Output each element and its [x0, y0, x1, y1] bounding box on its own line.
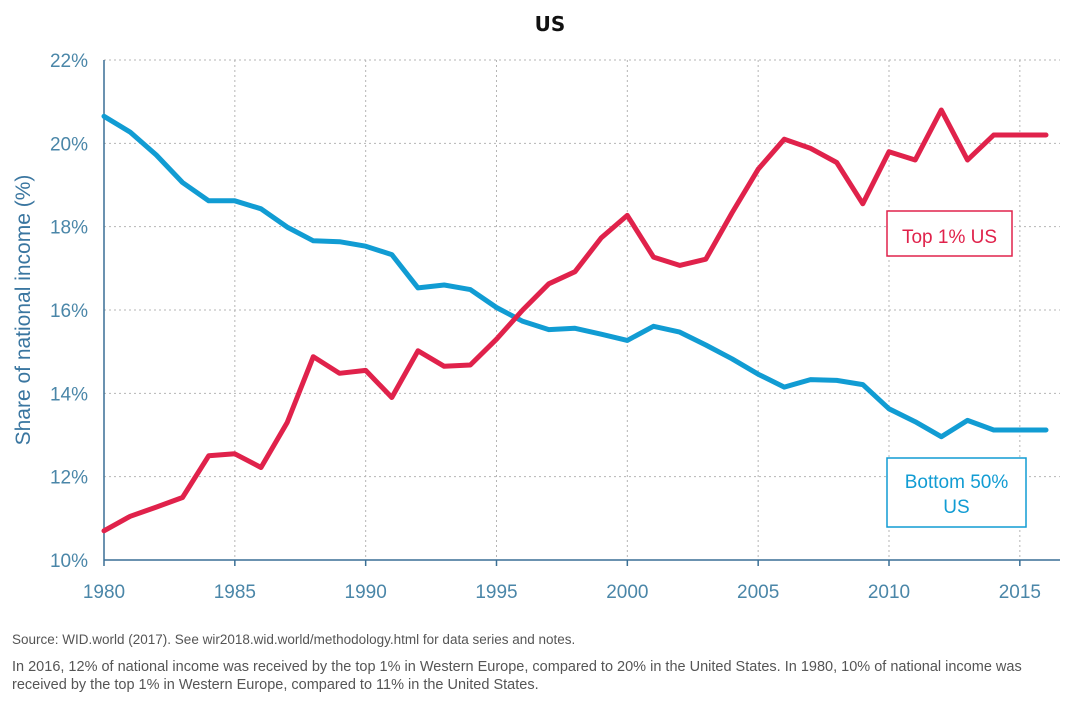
series-label-text: US: [943, 497, 969, 518]
source-note: Source: WID.world (2017). See wir2018.wi…: [12, 632, 576, 647]
y-tick-label: 16%: [50, 301, 88, 322]
y-tick-label: 20%: [50, 134, 88, 155]
series-label-box: [886, 210, 1013, 257]
x-tick-label: 2000: [606, 582, 648, 603]
x-tick-label: 1990: [345, 582, 387, 603]
x-tick-label: 1985: [214, 582, 256, 603]
series-line-top-1-percent: [101, 107, 1049, 534]
y-tick-label: 14%: [50, 384, 88, 405]
series-label-text: Bottom 50%: [905, 472, 1009, 493]
series-label-box: [886, 457, 1027, 528]
chart-title: US: [535, 12, 566, 36]
x-tick-label: 2005: [737, 582, 779, 603]
y-tick-label: 18%: [50, 218, 88, 239]
series-layer: [101, 107, 1049, 534]
x-tick-label: 2010: [868, 582, 910, 603]
series-label-layer: Top 1% US Bottom 50% US: [886, 210, 1027, 528]
axis-layer: 10% 12% 14% 16% 18% 20% 22% 1980 1985 1990 1995 200…: [50, 51, 1060, 603]
y-tick-label: 22%: [50, 51, 88, 72]
line-chart: US 10% 12% 14% 16% 18% 20% 22% 1980 1985 1990 1995…: [12, 12, 1060, 603]
y-tick-label: 12%: [50, 468, 88, 489]
y-axis-label: Share of national income (%): [12, 175, 35, 446]
x-tick-label: 1995: [475, 582, 517, 603]
series-label-text: Top 1% US: [902, 227, 997, 248]
x-tick-label: 2015: [999, 582, 1041, 603]
caption-note: In 2016, 12% of national income was rece…: [12, 659, 1022, 693]
y-tick-label: 10%: [50, 551, 88, 572]
series-line-bottom-50-percent: [101, 113, 1049, 440]
x-tick-label: 1980: [83, 582, 125, 603]
